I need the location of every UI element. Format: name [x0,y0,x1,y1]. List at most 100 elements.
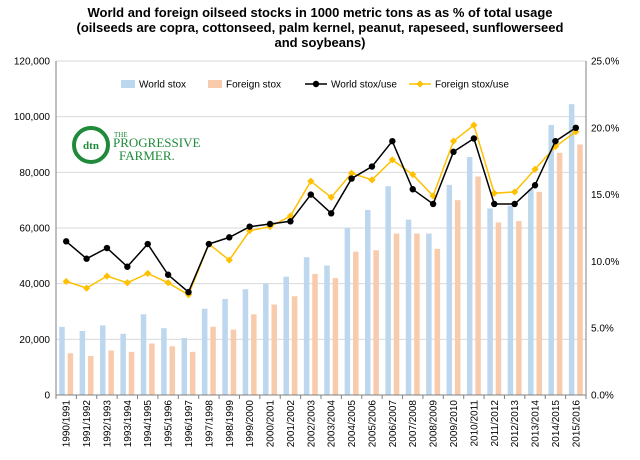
x-tick-label: 1995/1996 [164,400,175,448]
marker-world-stox-use [307,191,315,198]
marker-world-stox-use [83,255,90,262]
x-tick-label: 2009/2010 [449,400,460,448]
x-tick-label: 1994/1995 [143,400,154,448]
line-series [62,121,580,299]
x-tick-label: 2007/2008 [408,400,419,448]
left-tick-label: 0 [44,391,50,402]
chart-title-line-1: World and foreign oilseed stocks in 1000… [88,5,553,20]
legend-label: Foreign stox [226,80,281,91]
bar-world-stox [222,298,228,395]
marker-world-stox-use [185,288,192,296]
bar-world-stox [466,157,473,395]
bar-world-stox [405,219,412,395]
marker-world-stox-use [62,238,70,245]
bar-world-stox [344,228,351,395]
x-tick-label: 2001/2002 [286,400,297,448]
logo-dtn-text: dtn [83,140,99,152]
bar-world-stox [181,337,188,395]
x-tick-label: 2002/2003 [306,400,317,448]
bar-foreign-stox [230,329,237,395]
bar-foreign-stox [577,144,583,395]
x-tick-label: 2004/2005 [347,400,358,448]
bar-world-stox [548,125,554,396]
legend-label: World stox/use [331,80,397,91]
marker-foreign-stox-use [123,279,131,287]
bar-world-stox [79,330,86,395]
marker-world-stox-use [226,234,233,241]
marker-foreign-stox-use [327,193,335,201]
legend-swatch [208,80,222,88]
bar-foreign-stox [271,304,277,395]
marker-foreign-stox-use [347,169,356,177]
marker-foreign-stox-use [470,121,478,129]
bar-foreign-stox [393,233,400,395]
x-tick-label: 1990/1991 [62,400,73,448]
line-world-stox-use [65,127,577,294]
bar-foreign-stox [536,191,542,395]
right-tick-label: 15.0% [591,190,619,201]
marker-world-stox-use [389,137,396,145]
x-tick-label: 2015/2016 [571,400,582,448]
right-tick-label: 10.0% [591,257,619,268]
bar-foreign-stox [454,200,461,395]
marker-world-stox-use [531,182,539,189]
marker-world-stox-use [450,148,457,156]
legend-label: World stox [139,80,186,91]
x-tick-label: 2010/2011 [469,400,480,447]
bar-world-stox [59,326,65,395]
bar-world-stox [385,186,391,395]
marker-foreign-stox-use [490,189,498,197]
logo-inner [79,133,103,157]
marker-world-stox-use [287,218,294,225]
chart-title: World and foreign oilseed stocks in 1000… [77,5,564,50]
bar-world-stox [161,328,167,395]
marker-world-stox-use [552,137,559,145]
marker-world-stox-use [511,200,518,208]
x-tick-label: 2011/2012 [490,400,501,447]
marker-foreign-stox-use [388,156,396,164]
line-foreign-stox-use [65,123,577,296]
marker-world-stox-use [429,200,437,208]
bar-world-stox [140,314,147,395]
marker-foreign-stox-use [62,277,70,286]
bar-foreign-stox [67,353,74,395]
marker-foreign-stox-use [225,256,233,264]
logo-ring [72,126,110,164]
x-tick-label: 1997/1998 [204,400,215,448]
left-tick-label: 120,000 [14,57,51,68]
marker-foreign-stox-use [531,165,539,173]
chart-title-line-3: and soybeans) [274,35,365,50]
x-tick-label: 2013/2014 [531,400,542,448]
marker-foreign-stox-use [551,142,560,151]
legend-item-foreign-stox: Foreign stox [208,80,281,91]
left-tick-label: 20,000 [19,335,50,346]
marker-world-stox-use [470,135,478,142]
right-tick-label: 20.0% [591,123,619,134]
bar-foreign-stox [332,278,339,395]
bar-world-stox [507,205,514,395]
bar-world-stox [528,189,534,395]
marker-world-stox-use [409,186,416,193]
legend-item-foreign-stox-use: Foreign stox/use [409,80,509,91]
marker-foreign-stox-use [144,269,152,278]
bar-foreign-stox [291,296,298,395]
marker-world-stox-use [205,240,213,248]
bar-foreign-stox [434,248,441,395]
legend-label: Foreign stox/use [435,80,509,91]
marker-world-stox-use [368,163,376,170]
bar-foreign-stox [475,176,481,395]
x-tick-label: 2003/2004 [327,400,338,448]
bar-foreign-stox [210,326,216,395]
marker-foreign-stox-use [511,188,519,196]
x-tick-label: 1993/1994 [123,400,134,448]
bar-foreign-stox [108,350,114,395]
marker-world-stox-use [103,244,111,252]
x-tick-label: 2008/2009 [429,400,440,448]
bar-foreign-stox [373,250,379,395]
bar-world-stox [120,333,126,395]
marker-foreign-stox-use [449,137,458,145]
marker-foreign-stox-use [82,284,91,292]
x-tick-label: 1996/1997 [184,400,195,448]
logo-progressive-text: PROGRESSIVE [113,135,200,150]
